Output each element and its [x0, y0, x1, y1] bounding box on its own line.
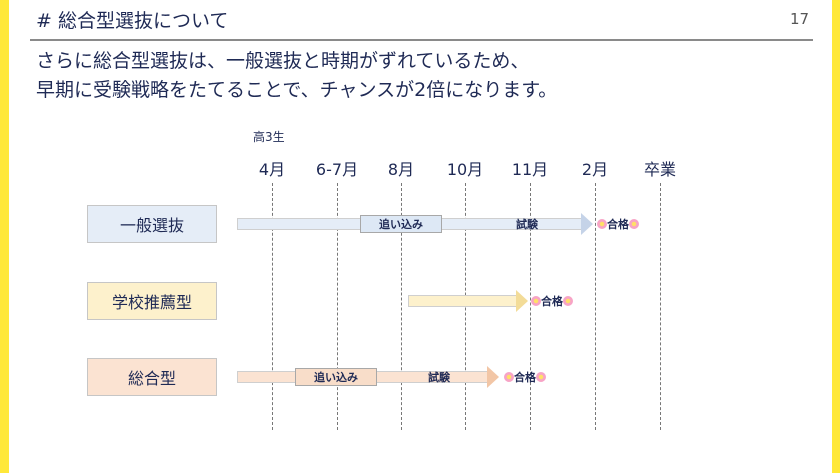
pass-marker-comprehensive: 合格	[504, 369, 546, 385]
lead-text: さらに総合型選抜は、一般選抜と時期がずれているため、 早期に受験戦略をたてること…	[36, 47, 557, 105]
page-number: 17	[790, 10, 810, 28]
pass-text-comprehensive: 合格	[514, 371, 536, 384]
pass-marker-school-recommendation: 合格	[531, 293, 573, 309]
pass-text-general: 合格	[607, 218, 629, 231]
arrow-head	[487, 366, 499, 388]
guide-line-jun-jul	[337, 183, 338, 430]
push-tag-general: 追い込み	[360, 215, 442, 233]
guide-line-aug	[401, 183, 402, 430]
flower-icon	[629, 219, 639, 229]
flower-icon	[536, 372, 546, 382]
guide-line-nov	[530, 183, 531, 430]
flower-icon	[563, 296, 573, 306]
guide-line-feb	[595, 183, 596, 430]
grade-note: 高3生	[253, 130, 285, 144]
exam-label-general: 試験	[516, 218, 538, 231]
month-label-graduation: 卒業	[643, 160, 677, 179]
right-yellow-border	[832, 0, 840, 473]
arrow-head	[516, 290, 528, 312]
row-label-school-recommendation: 学校推薦型	[87, 282, 217, 320]
month-label-aug: 8月	[387, 160, 415, 179]
lead-line-1: さらに総合型選抜は、一般選抜と時期がずれているため、	[36, 50, 530, 72]
flower-icon	[597, 219, 607, 229]
arrow-body	[408, 295, 516, 307]
row-label-general: 一般選抜	[87, 205, 217, 243]
lead-line-2: 早期に受験戦略をたてることで、チャンスが2倍になります。	[36, 79, 558, 101]
month-label-feb: 2月	[581, 160, 609, 179]
timeline-arrow-school-recommendation	[408, 290, 528, 312]
arrow-head	[581, 213, 593, 235]
month-label-oct: 10月	[446, 160, 484, 179]
flower-icon	[531, 296, 541, 306]
exam-label-comprehensive: 試験	[428, 371, 450, 384]
flower-icon	[504, 372, 514, 382]
title-divider	[30, 39, 813, 41]
pass-text-school-recommendation: 合格	[541, 295, 563, 308]
pass-marker-general: 合格	[597, 216, 639, 232]
month-label-nov: 11月	[511, 160, 549, 179]
guide-line-graduation	[660, 183, 661, 430]
row-label-comprehensive: 総合型	[87, 358, 217, 396]
slide-title: # 総合型選抜について	[36, 10, 229, 32]
left-yellow-border	[0, 0, 9, 473]
push-tag-comprehensive: 追い込み	[295, 368, 377, 386]
guide-line-apr	[272, 183, 273, 430]
month-label-apr: 4月	[258, 160, 286, 179]
month-label-jun-jul: 6-7月	[315, 160, 359, 179]
